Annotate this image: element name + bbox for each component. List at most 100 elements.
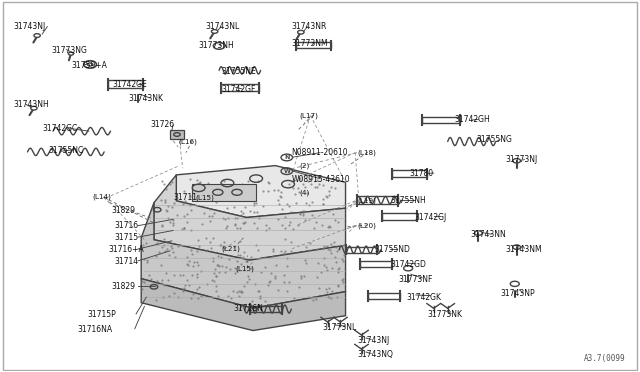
Point <box>322 289 332 295</box>
Point <box>161 239 172 245</box>
Point <box>308 225 319 231</box>
Point <box>157 223 167 229</box>
Point <box>280 236 291 242</box>
Point <box>279 279 289 285</box>
Point <box>209 210 219 216</box>
Circle shape <box>298 31 304 34</box>
Point <box>312 260 323 266</box>
Point <box>250 282 260 288</box>
Point <box>186 207 196 213</box>
Point <box>318 202 328 208</box>
Point <box>326 183 336 189</box>
Point <box>211 288 221 294</box>
Point <box>279 251 289 257</box>
Point <box>339 279 349 285</box>
Point <box>317 222 328 228</box>
Point <box>326 241 336 247</box>
Point <box>211 273 221 279</box>
Point <box>191 259 202 265</box>
Point <box>225 266 236 272</box>
Point <box>288 185 298 191</box>
Point <box>195 179 205 185</box>
Point <box>164 293 175 299</box>
Point <box>158 295 168 301</box>
Point <box>241 258 251 264</box>
Point <box>237 289 248 295</box>
Point <box>258 188 268 194</box>
Bar <box>192 184 256 201</box>
Point <box>321 193 331 199</box>
Circle shape <box>211 30 218 33</box>
Point <box>284 222 294 228</box>
Point <box>166 246 177 251</box>
Text: 31755ND: 31755ND <box>374 245 410 254</box>
Point <box>253 288 264 294</box>
Point <box>296 273 307 279</box>
Point <box>175 272 186 278</box>
Point <box>156 198 166 203</box>
Text: 31755NH: 31755NH <box>390 196 426 205</box>
Point <box>304 247 314 253</box>
Point <box>218 215 228 221</box>
Point <box>157 222 167 228</box>
Point <box>144 272 154 278</box>
Point <box>303 178 314 184</box>
Text: 31743NJ: 31743NJ <box>357 336 389 345</box>
Point <box>295 176 305 182</box>
Point <box>234 293 244 299</box>
Text: 31726: 31726 <box>151 121 175 129</box>
Point <box>202 247 212 253</box>
Point <box>160 248 170 254</box>
Point <box>163 215 173 221</box>
Point <box>232 215 242 221</box>
Point <box>236 252 246 258</box>
Point <box>218 244 228 250</box>
Point <box>255 295 266 301</box>
Point <box>154 248 164 254</box>
Point <box>241 258 252 264</box>
Point <box>260 254 270 260</box>
Point <box>298 181 308 187</box>
Point <box>211 184 221 190</box>
Point <box>300 257 310 263</box>
Polygon shape <box>141 203 346 308</box>
Point <box>252 288 262 294</box>
Point <box>328 211 338 217</box>
Point <box>289 190 300 196</box>
Point <box>306 181 316 187</box>
Point <box>280 225 290 231</box>
Point <box>223 293 233 299</box>
Point <box>243 279 253 285</box>
Point <box>245 208 255 214</box>
Point <box>332 282 342 288</box>
Point <box>212 262 222 268</box>
Point <box>156 262 166 268</box>
Point <box>186 227 196 233</box>
Point <box>298 208 308 214</box>
Point <box>216 254 226 260</box>
Point <box>230 215 240 221</box>
Point <box>142 257 152 263</box>
Point <box>167 204 177 210</box>
Text: 31773NG: 31773NG <box>52 46 88 55</box>
Point <box>288 226 298 232</box>
Point <box>237 182 248 188</box>
Point <box>211 195 221 201</box>
Point <box>237 181 248 187</box>
Point <box>298 211 308 217</box>
Point <box>246 254 257 260</box>
Point <box>182 211 192 217</box>
Point <box>172 212 182 218</box>
Point <box>286 248 296 254</box>
Point <box>261 222 271 228</box>
Point <box>159 199 170 205</box>
Point <box>182 261 193 267</box>
Polygon shape <box>154 175 346 260</box>
Point <box>173 294 183 299</box>
Text: (L15): (L15) <box>195 195 214 201</box>
Point <box>274 201 284 207</box>
Polygon shape <box>141 279 346 331</box>
Text: 31743NL: 31743NL <box>205 22 239 31</box>
Point <box>330 254 340 260</box>
Point <box>262 179 273 185</box>
